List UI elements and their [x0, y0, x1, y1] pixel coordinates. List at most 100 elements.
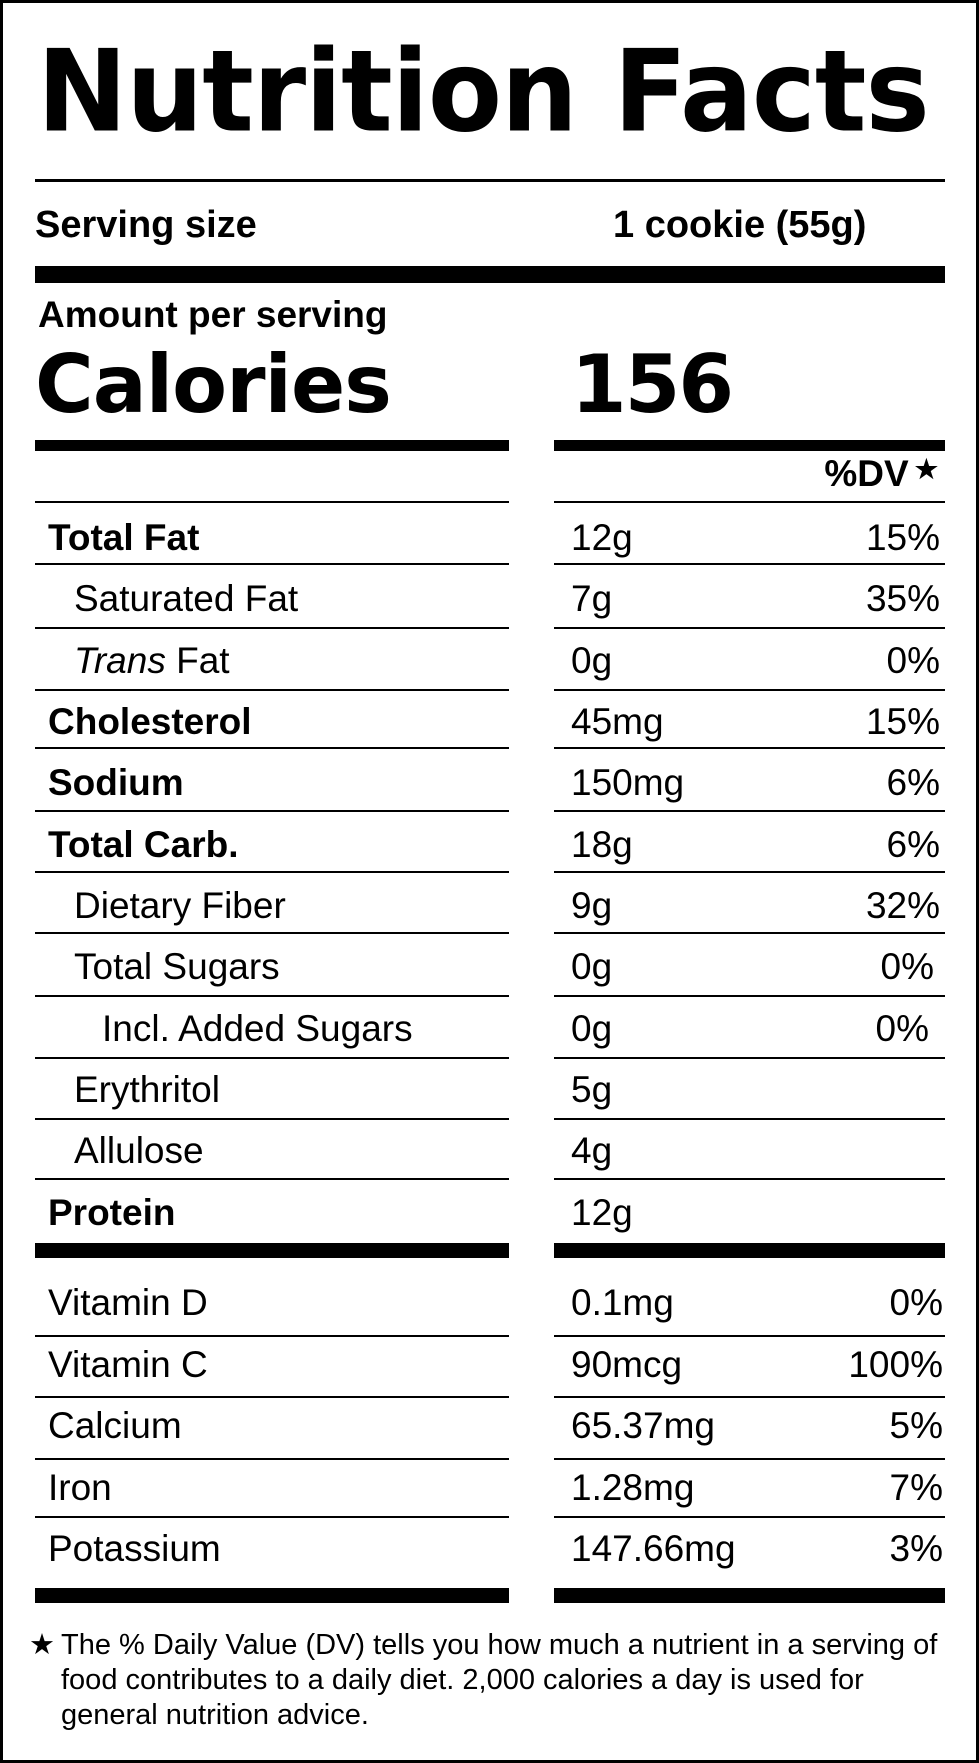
calories-label: Calories	[35, 338, 392, 431]
trans-italic: Trans	[74, 640, 166, 681]
title-rule	[35, 179, 945, 182]
nutrient-name: Protein	[48, 1192, 176, 1233]
daily-value-header: %DV ★	[824, 455, 938, 492]
nutrient-dv: 0%	[880, 946, 934, 987]
divider-right	[554, 1057, 945, 1059]
protein-thick-rule-left	[35, 1243, 509, 1258]
serving-size-label: Serving size	[35, 204, 257, 246]
divider-right	[554, 563, 945, 565]
vitamin-dv: 0%	[889, 1282, 943, 1323]
divider-left	[35, 1396, 509, 1398]
nutrient-name: Sodium	[48, 762, 184, 803]
divider-right	[554, 1118, 945, 1120]
nutrient-amount: 5g	[571, 1069, 613, 1110]
nutrient-name: Total Fat	[48, 517, 200, 558]
divider-left	[35, 1178, 509, 1180]
vitamin-name: Vitamin C	[48, 1344, 208, 1385]
divider-left	[35, 1057, 509, 1059]
star-icon: ★	[914, 454, 938, 484]
nutrient-dv: 0%	[886, 640, 940, 681]
footnote-text: The % Daily Value (DV) tells you how muc…	[61, 1629, 938, 1731]
divider-left	[35, 689, 509, 691]
serving-thick-rule	[35, 266, 945, 283]
nutrient-amount: 0g	[571, 1008, 613, 1049]
dv-header-text: %DV	[824, 453, 909, 494]
nutrient-name: Total Sugars	[74, 946, 280, 987]
nutrient-dv: 15%	[865, 701, 940, 742]
calories-rule-left	[35, 440, 509, 451]
divider-left	[35, 627, 509, 629]
vitamin-amount: 65.37mg	[571, 1405, 715, 1446]
divider-left	[35, 810, 509, 812]
vitamin-amount: 147.66mg	[571, 1528, 736, 1569]
nutrient-name: Erythritol	[74, 1069, 220, 1110]
nutrient-amount: 0g	[571, 946, 613, 987]
divider-left	[35, 1458, 509, 1460]
divider-right	[554, 1458, 945, 1460]
nutrient-dv: 35%	[865, 578, 940, 619]
divider-right	[554, 1396, 945, 1398]
divider-left	[35, 747, 509, 749]
nutrient-name: Incl. Added Sugars	[102, 1008, 413, 1049]
vitamin-dv: 7%	[889, 1467, 943, 1508]
nutrient-name: Cholesterol	[48, 701, 252, 742]
nutrient-dv: 0%	[875, 1008, 929, 1049]
nutrient-amount: 7g	[571, 578, 613, 619]
nutrient-amount: 9g	[571, 885, 613, 926]
nutrient-name: Saturated Fat	[74, 578, 299, 619]
nutrient-amount: 45mg	[571, 701, 664, 742]
vitamin-name: Vitamin D	[48, 1282, 208, 1323]
divider-right	[554, 810, 945, 812]
nutrient-name: Trans Fat	[74, 642, 230, 679]
divider-left	[35, 995, 509, 997]
divider-left	[35, 1335, 509, 1337]
calories-rule-right	[554, 440, 945, 451]
nutrient-name: Total Carb.	[48, 824, 239, 865]
divider-right	[554, 932, 945, 934]
vitamin-name: Potassium	[48, 1528, 221, 1569]
nutrient-dv: 6%	[886, 762, 940, 803]
divider-right	[554, 871, 945, 873]
vitamin-name: Calcium	[48, 1405, 182, 1446]
nutrient-amount: 4g	[571, 1130, 613, 1171]
vitamin-dv: 100%	[848, 1344, 943, 1385]
nutrient-amount: 12g	[571, 517, 633, 558]
nutrient-amount: 0g	[571, 640, 613, 681]
divider-left	[35, 563, 509, 565]
divider-right	[554, 627, 945, 629]
vitamin-dv: 3%	[889, 1528, 943, 1569]
calories-value: 156	[571, 338, 734, 431]
divider-right	[554, 501, 945, 503]
bottom-thick-rule-right	[554, 1588, 945, 1603]
nutrient-name: Allulose	[74, 1130, 204, 1171]
vitamin-amount: 1.28mg	[571, 1467, 695, 1508]
nutrient-dv: 6%	[886, 824, 940, 865]
divider-left	[35, 501, 509, 503]
star-icon: ★	[29, 1629, 55, 1661]
vitamin-dv: 5%	[889, 1405, 943, 1446]
divider-left	[35, 932, 509, 934]
nutrient-dv: 15%	[865, 517, 940, 558]
nutrient-amount: 12g	[571, 1192, 633, 1233]
divider-right	[554, 747, 945, 749]
vitamin-amount: 0.1mg	[571, 1282, 674, 1323]
vitamin-name: Iron	[48, 1467, 112, 1508]
divider-right	[554, 1178, 945, 1180]
divider-left	[35, 1516, 509, 1518]
trans-rest: Fat	[165, 640, 230, 681]
divider-right	[554, 1335, 945, 1337]
divider-left	[35, 871, 509, 873]
divider-right	[554, 689, 945, 691]
serving-size-value: 1 cookie (55g)	[613, 204, 867, 246]
label-title: Nutrition Facts	[37, 26, 930, 158]
nutrient-name: Dietary Fiber	[74, 885, 286, 926]
protein-thick-rule-right	[554, 1243, 945, 1258]
divider-right	[554, 995, 945, 997]
nutrient-dv: 32%	[865, 885, 940, 926]
divider-right	[554, 1516, 945, 1518]
nutrient-amount: 18g	[571, 824, 633, 865]
nutrient-amount: 150mg	[571, 762, 685, 803]
amount-per-serving: Amount per serving	[38, 294, 388, 335]
bottom-thick-rule-left	[35, 1588, 509, 1603]
